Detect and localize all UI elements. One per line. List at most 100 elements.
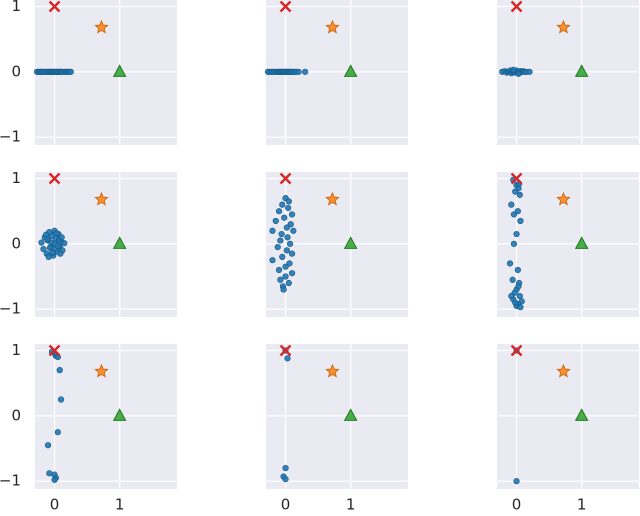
point [513, 230, 520, 238]
point [288, 250, 296, 257]
point [514, 208, 521, 215]
subplot [497, 0, 639, 145]
point [51, 476, 58, 483]
point [56, 367, 63, 374]
point [279, 172, 292, 185]
y-tick-label: −1 [0, 128, 21, 146]
x-tick-label: 1 [346, 496, 356, 514]
point [556, 191, 571, 206]
point [67, 68, 74, 75]
x-tick-label: 0 [281, 496, 291, 514]
point [274, 244, 281, 251]
point [510, 66, 517, 73]
point [508, 201, 515, 208]
point [277, 237, 284, 244]
point [44, 442, 52, 449]
point [287, 221, 294, 228]
point [46, 470, 53, 477]
point [283, 247, 290, 254]
point [516, 292, 523, 300]
point [510, 0, 523, 13]
x-tick-label: 0 [512, 496, 522, 514]
point [512, 299, 519, 306]
point [286, 260, 293, 267]
point [57, 250, 64, 257]
point [283, 224, 290, 231]
point [94, 363, 109, 378]
subplot [266, 172, 408, 317]
point [45, 253, 52, 261]
point [282, 464, 289, 472]
point [514, 266, 521, 274]
point [282, 476, 289, 483]
y-tick-label: −1 [0, 472, 21, 490]
point [325, 191, 340, 206]
point [281, 214, 288, 221]
point [58, 234, 65, 241]
point [49, 249, 56, 257]
point [574, 408, 589, 421]
point [343, 408, 358, 421]
point [112, 408, 127, 421]
point [53, 230, 60, 237]
point [277, 276, 284, 283]
point [574, 64, 589, 77]
point [284, 355, 291, 362]
point [288, 211, 296, 218]
point [279, 253, 286, 261]
point [54, 429, 61, 436]
point [515, 70, 522, 77]
point [510, 240, 518, 247]
plot-background [35, 344, 177, 489]
point [269, 227, 276, 234]
point [510, 211, 518, 218]
point [54, 242, 61, 249]
subplot [264, 0, 408, 145]
point [279, 344, 292, 357]
subplot: −1 0 1 [0, 169, 177, 318]
point [48, 344, 61, 357]
point [301, 68, 309, 75]
point [508, 292, 515, 300]
point [517, 304, 524, 311]
point [44, 236, 51, 243]
point [282, 263, 289, 270]
point [509, 276, 516, 283]
point [325, 363, 340, 378]
point [287, 240, 294, 247]
x-tick-label: 1 [577, 496, 587, 514]
point [285, 279, 292, 287]
point [285, 204, 292, 212]
point [48, 172, 61, 185]
point [280, 286, 287, 293]
point [513, 478, 520, 485]
point [325, 19, 340, 34]
point [40, 245, 47, 253]
point [517, 217, 524, 225]
point [112, 236, 127, 249]
point [516, 191, 523, 198]
point [269, 257, 276, 264]
point [556, 363, 571, 378]
point [278, 230, 285, 238]
y-tick-label: 0 [11, 234, 21, 252]
point [510, 172, 523, 185]
point [282, 273, 289, 280]
point [112, 64, 127, 77]
y-tick-label: 1 [11, 169, 21, 187]
point [343, 64, 358, 77]
subplot: −1 0 1 [0, 0, 177, 146]
x-tick-label: 1 [115, 496, 125, 514]
point [512, 188, 519, 195]
point [285, 198, 292, 205]
point [290, 227, 297, 234]
point [556, 19, 571, 34]
point [272, 217, 279, 225]
point [46, 244, 54, 251]
point [48, 0, 61, 13]
y-tick-label: −1 [0, 300, 21, 318]
point [574, 236, 589, 249]
